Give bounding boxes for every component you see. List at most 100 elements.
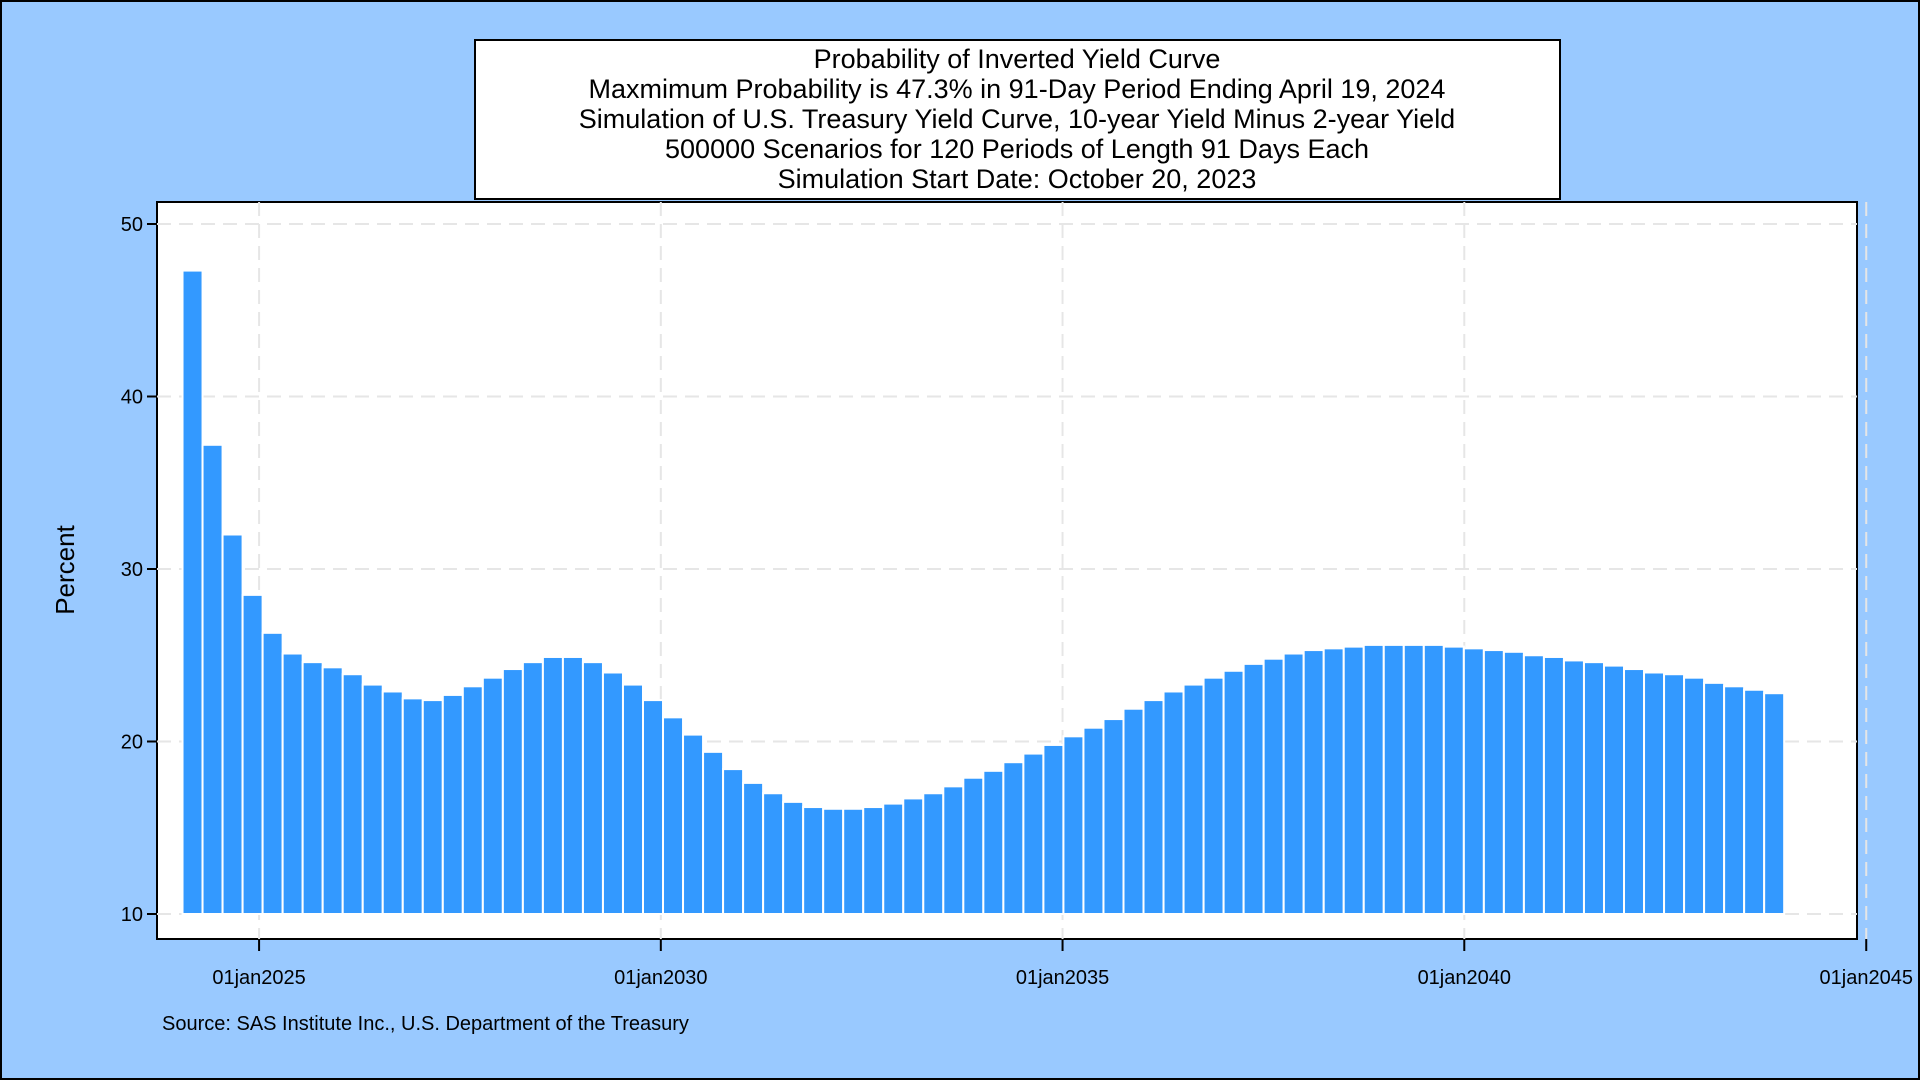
- bar: [1082, 726, 1105, 916]
- bar: [601, 671, 624, 915]
- bar: [301, 661, 324, 916]
- bar: [281, 652, 304, 916]
- bar: [662, 716, 685, 915]
- bar: [581, 661, 604, 916]
- bar: [1623, 668, 1646, 915]
- bar: [241, 593, 264, 915]
- bar: [341, 673, 364, 915]
- bar: [1202, 676, 1225, 915]
- title-line-5: Simulation Start Date: October 20, 2023: [778, 164, 1257, 194]
- bar: [261, 631, 284, 915]
- bar: [822, 807, 845, 916]
- bar: [1162, 690, 1185, 915]
- bar: [1182, 683, 1205, 916]
- bar: [842, 807, 865, 916]
- bar: [1562, 659, 1585, 915]
- bar: [481, 676, 504, 915]
- bar: [1022, 752, 1045, 916]
- bar: [902, 797, 925, 915]
- y-axis-label: Percent: [50, 524, 80, 614]
- bar: [1302, 649, 1325, 915]
- x-tick-label: 01jan2035: [1016, 967, 1109, 989]
- bar: [1102, 718, 1125, 916]
- bar: [942, 785, 965, 915]
- bar: [441, 693, 464, 915]
- x-tick-label: 01jan2025: [212, 967, 305, 989]
- bar: [1282, 652, 1305, 916]
- bar: [1683, 676, 1706, 915]
- bar: [982, 769, 1005, 916]
- bar: [1062, 735, 1085, 916]
- bar: [922, 792, 945, 915]
- x-tick-label: 01jan2045: [1820, 967, 1913, 989]
- bar: [641, 699, 665, 915]
- bar: [682, 733, 705, 915]
- bar: [1402, 643, 1425, 916]
- bar: [1522, 654, 1545, 915]
- bar: [1442, 645, 1465, 915]
- bar: [1002, 761, 1025, 916]
- title-box: [474, 39, 1561, 200]
- y-tick-label: 30: [121, 559, 143, 581]
- bar: [762, 792, 785, 915]
- title-line-4: 500000 Scenarios for 120 Periods of Leng…: [665, 134, 1369, 164]
- bar: [1322, 647, 1345, 915]
- bar: [1502, 650, 1525, 915]
- bar: [1042, 743, 1065, 916]
- bar: [461, 685, 484, 915]
- bar: [541, 655, 564, 915]
- bar: [1703, 681, 1726, 915]
- bar: [1743, 688, 1766, 915]
- y-tick-label: 20: [121, 732, 143, 754]
- y-tick-label: 40: [121, 387, 143, 409]
- bar: [1643, 671, 1666, 915]
- bar: [221, 533, 244, 915]
- bar: [1763, 692, 1786, 916]
- title-line-1: Probability of Inverted Yield Curve: [814, 44, 1221, 74]
- bar: [381, 690, 404, 915]
- bar: [1262, 657, 1285, 916]
- axes: 10 20 30 40 50 01jan2025 01jan2030 01jan2035 01j…: [121, 214, 1913, 989]
- bar: [1482, 649, 1505, 915]
- bar: [1242, 662, 1265, 915]
- title-line-3: Simulation of U.S. Treasury Yield Curve,…: [579, 104, 1455, 134]
- bar: [802, 806, 825, 915]
- bar: [1222, 669, 1245, 916]
- bar: [521, 661, 544, 916]
- bar: [782, 800, 805, 915]
- bar: [722, 768, 745, 915]
- bar: [1382, 643, 1405, 916]
- bar: [1663, 673, 1686, 915]
- bar: [1422, 643, 1445, 916]
- bar: [1142, 699, 1165, 915]
- bar: [1462, 647, 1485, 915]
- bar: [361, 683, 384, 916]
- y-tick-label: 50: [121, 214, 143, 236]
- bars: [181, 269, 1786, 916]
- bar: [1542, 655, 1565, 915]
- bar: [181, 269, 204, 915]
- title-line-2: Maxmimum Probability is 47.3% in 91-Day …: [589, 74, 1446, 104]
- x-tick-label: 01jan2030: [614, 967, 707, 989]
- bar: [1582, 661, 1605, 916]
- source-note: Source: SAS Institute Inc., U.S. Departm…: [162, 1013, 689, 1035]
- bar: [882, 802, 905, 915]
- bar: [1342, 645, 1365, 915]
- bar: [1602, 664, 1626, 915]
- bar: [1362, 643, 1385, 916]
- bar: [321, 666, 344, 916]
- bar: [421, 699, 444, 915]
- bar: [1122, 707, 1145, 915]
- bar: [561, 655, 584, 915]
- bar: [501, 668, 524, 915]
- bar: [621, 683, 644, 916]
- bar: [862, 806, 885, 915]
- bar: [1723, 685, 1746, 915]
- bar: [742, 781, 765, 916]
- bar: [201, 443, 224, 915]
- y-tick-label: 10: [121, 904, 143, 926]
- bar: [401, 697, 424, 915]
- bar: [702, 750, 725, 915]
- x-tick-label: 01jan2040: [1418, 967, 1511, 989]
